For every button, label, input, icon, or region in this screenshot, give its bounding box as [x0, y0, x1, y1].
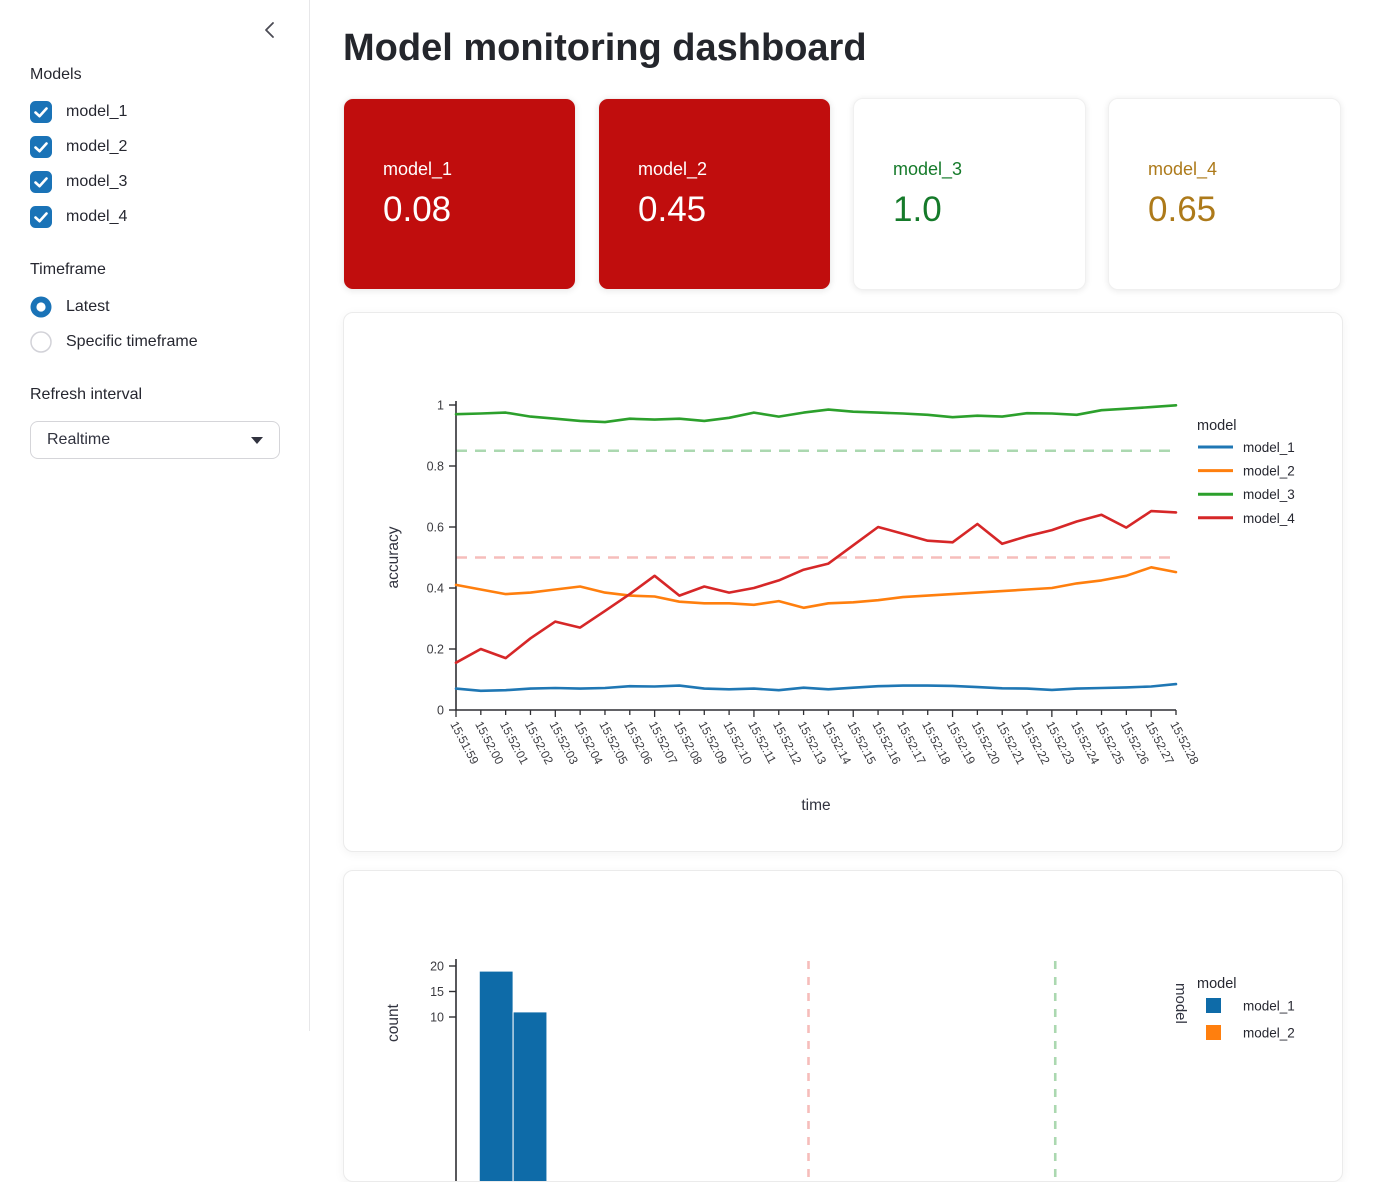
metric-card-model_1: model_1 0.08 — [343, 98, 576, 290]
metric-value: 0.65 — [1148, 189, 1217, 229]
facet-row-label: model — [1172, 983, 1189, 1024]
checkbox-row-model_3[interactable]: model_3 — [30, 164, 279, 199]
metric-card-model_2: model_2 0.45 — [598, 98, 831, 290]
chevron-left-icon — [265, 22, 274, 38]
checkbox-icon-model_1[interactable] — [30, 100, 52, 123]
line-model_1 — [454, 682, 1178, 693]
sidebar: Models model_1 model_2 model_3 model_4 Time… — [0, 0, 310, 1031]
page-title: Model monitoring dashboard — [343, 27, 867, 69]
checkbox-label: model_1 — [66, 102, 128, 120]
line-model_4 — [454, 509, 1178, 665]
svg-text:1: 1 — [437, 399, 444, 413]
metric-label: model_4 — [1148, 158, 1218, 179]
main-content: Model monitoring dashboard model_1 0.08 mo… — [311, 0, 1390, 1182]
svg-text:0: 0 — [437, 704, 444, 718]
legend-swatch-model_1 — [1206, 998, 1221, 1013]
radio-label: Latest — [66, 297, 110, 315]
caret-down-icon — [251, 436, 263, 444]
legend-item-model_1: model_1 — [1243, 440, 1295, 455]
y-axis-title: count — [385, 1003, 402, 1042]
accuracy-line-chart-card: 0 0.2 0.4 0.6 0.8 1 accuracy 15:51:59 15:52:00 15… — [343, 312, 1343, 852]
radio-label: Specific timeframe — [66, 332, 198, 350]
line-model_2 — [454, 566, 1178, 610]
svg-text:0.4: 0.4 — [427, 582, 444, 596]
svg-text:15: 15 — [430, 985, 444, 999]
threshold-rules — [456, 449, 1176, 559]
y-axis: 20 15 10 — [430, 959, 457, 1181]
checkbox-row-model_4[interactable]: model_4 — [30, 199, 279, 234]
legend-swatch-model_2 — [1206, 1025, 1221, 1040]
timeframe-label: Timeframe — [30, 261, 106, 278]
metric-cards-row: model_1 0.08 model_2 0.45 model_3 1.0 model_4 0… — [343, 98, 1341, 290]
checkbox-label: model_2 — [66, 137, 128, 155]
y-axis-title: accuracy — [385, 526, 402, 588]
legend-title: model — [1197, 976, 1237, 992]
checkbox-row-model_1[interactable]: model_1 — [30, 94, 279, 129]
legend-item-model_2: model_2 — [1243, 1026, 1295, 1041]
svg-text:0.2: 0.2 — [427, 643, 444, 657]
metric-value: 1.0 — [893, 189, 942, 229]
refresh-interval-label: Refresh interval — [30, 386, 143, 403]
radio-row-specific-timeframe[interactable]: Specific timeframe — [30, 324, 279, 359]
svg-text:20: 20 — [430, 960, 444, 974]
hist-bar-0 — [478, 970, 514, 1181]
svg-text:0.6: 0.6 — [427, 521, 444, 535]
metric-label: model_3 — [893, 158, 963, 179]
x-axis-title: time — [801, 797, 830, 814]
y-axis: 0 0.2 0.4 0.6 0.8 1 — [427, 399, 457, 718]
checkbox-icon-model_3[interactable] — [30, 170, 52, 193]
timeframe-radio-group: Latest Specific timeframe — [30, 289, 279, 359]
refresh-interval-select[interactable]: Realtime — [30, 421, 280, 459]
svg-text:10: 10 — [430, 1011, 444, 1025]
checkbox-row-model_2[interactable]: model_2 — [30, 129, 279, 164]
legend-item-model_2: model_2 — [1243, 464, 1295, 479]
checkbox-label: model_3 — [66, 172, 128, 190]
checkbox-icon-model_2[interactable] — [30, 135, 52, 158]
accuracy-line-chart: 0 0.2 0.4 0.6 0.8 1 accuracy 15:51:5915:52:0015… — [385, 399, 1295, 815]
x-axis: 15:51:5915:52:0015:52:0115:52:0215:52:03… — [447, 709, 1202, 767]
legend-item-model_4: model_4 — [1243, 511, 1295, 526]
checkbox-label: model_4 — [66, 207, 128, 225]
legend-item-model_1: model_1 — [1243, 999, 1295, 1014]
model-checkbox-group: model_1 model_2 model_3 model_4 — [30, 94, 279, 234]
accuracy-histogram-chart-card: 20 15 10 count model model model_1 model_2 — [343, 870, 1343, 1182]
metric-label: model_2 — [638, 158, 708, 179]
line-chart-legend: model model_1 model_2 model_3 model_4 — [1197, 418, 1295, 526]
metric-card-model_4: model_4 0.65 — [1108, 98, 1341, 290]
legend-item-model_3: model_3 — [1243, 487, 1295, 502]
metric-value: 0.45 — [638, 189, 707, 229]
radio-row-latest[interactable]: Latest — [30, 289, 279, 324]
hist-bar-1 — [512, 1011, 548, 1181]
accuracy-histogram-chart: 20 15 10 count model model model_1 model_2 — [385, 959, 1295, 1181]
metric-value: 0.08 — [383, 189, 452, 229]
sidebar-collapse-button[interactable] — [257, 16, 283, 44]
metric-card-model_3: model_3 1.0 — [853, 98, 1086, 290]
refresh-interval-selected-value: Realtime — [47, 431, 111, 448]
legend-title: model — [1197, 418, 1237, 434]
metric-label: model_1 — [383, 158, 453, 179]
checkbox-icon-model_4[interactable] — [30, 205, 52, 228]
models-label: Models — [30, 66, 82, 83]
line-model_3 — [454, 404, 1178, 424]
radio-icon[interactable] — [30, 330, 52, 353]
svg-text:0.8: 0.8 — [427, 460, 444, 474]
radio-icon[interactable] — [30, 296, 52, 318]
